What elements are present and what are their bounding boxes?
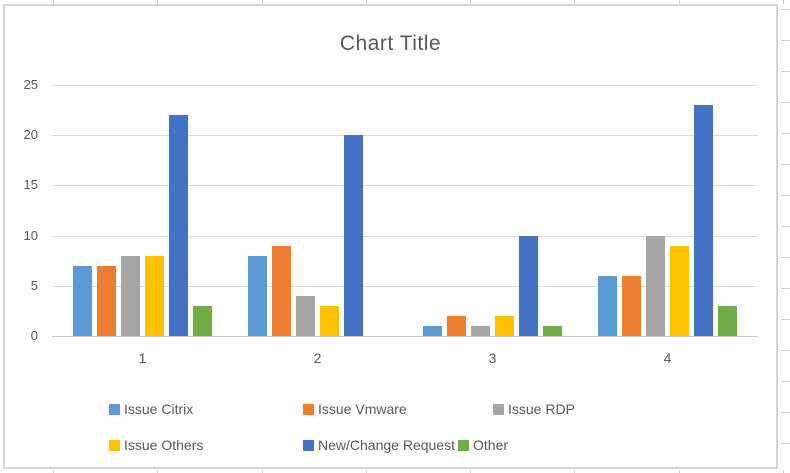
gridline-5 xyxy=(52,285,757,287)
y-tick-label-25: 25 xyxy=(23,77,38,92)
legend-label: Issue Others xyxy=(124,437,204,453)
bar-issue-vmware-cat3[interactable] xyxy=(447,315,466,336)
bar-issue-rdp-cat3[interactable] xyxy=(471,325,490,336)
sheet-cell-border xyxy=(470,0,471,4)
gridline-10 xyxy=(52,235,757,237)
sheet-cell-border xyxy=(366,0,367,4)
y-tick-label-10: 10 xyxy=(23,227,38,243)
sheet-cell-border xyxy=(781,226,790,227)
legend-swatch-issue-others xyxy=(109,439,120,451)
sheet-cell-border xyxy=(781,164,790,165)
bar-issue-vmware-cat2[interactable] xyxy=(272,245,291,336)
legend-item-issue-vmware[interactable]: Issue Vmware xyxy=(303,402,407,416)
bar-other-cat1[interactable] xyxy=(193,305,212,336)
sheet-cell-border xyxy=(157,470,158,473)
bar-issue-vmware-cat4[interactable] xyxy=(622,275,641,336)
bar-issue-others-cat1[interactable] xyxy=(145,255,164,336)
bar-new-change-request-cat2[interactable] xyxy=(344,135,363,336)
sheet-cell-border xyxy=(53,0,54,4)
legend-swatch-new-change-request xyxy=(303,439,314,451)
sheet-cell-border xyxy=(781,412,790,413)
sheet-cell-border xyxy=(53,470,54,473)
sheet-cell-border xyxy=(366,470,367,473)
sheet-cell-border xyxy=(781,71,790,72)
sheet-cell-border xyxy=(781,257,790,258)
sheet-cell-border xyxy=(781,195,790,196)
bar-new-change-request-cat4[interactable] xyxy=(694,105,713,336)
sheet-cell-border xyxy=(781,40,790,41)
sheet-cell-border xyxy=(781,9,790,10)
bar-other-cat3[interactable] xyxy=(543,325,562,336)
bar-issue-others-cat3[interactable] xyxy=(495,315,514,336)
bar-issue-others-cat2[interactable] xyxy=(320,305,339,336)
sheet-cell-border xyxy=(781,443,790,444)
x-tick-label-3: 3 xyxy=(488,350,497,366)
legend-swatch-issue-rdp xyxy=(493,403,504,415)
bar-new-change-request-cat3[interactable] xyxy=(519,235,538,336)
legend-label: Issue RDP xyxy=(508,401,575,417)
sheet-cell-border xyxy=(781,288,790,289)
sheet-cell-border xyxy=(783,0,784,4)
bar-issue-rdp-cat4[interactable] xyxy=(646,235,665,336)
legend-item-issue-rdp[interactable]: Issue RDP xyxy=(493,402,575,416)
plot-area xyxy=(5,6,776,467)
sheet-cell-border xyxy=(574,470,575,473)
gridline-15 xyxy=(52,185,757,187)
bar-issue-vmware-cat1[interactable] xyxy=(97,265,116,336)
sheet-cell-border xyxy=(781,133,790,134)
legend-item-other[interactable]: Other xyxy=(458,438,508,452)
gridline-25 xyxy=(52,85,757,86)
x-tick-label-2: 2 xyxy=(313,350,322,366)
bar-issue-citrix-cat4[interactable] xyxy=(598,275,617,336)
sheet-cell-border xyxy=(157,0,158,4)
sheet-cell-border xyxy=(262,0,263,4)
bar-new-change-request-cat1[interactable] xyxy=(169,115,188,336)
sheet-cell-border xyxy=(470,470,471,473)
bar-other-cat4[interactable] xyxy=(718,305,737,336)
legend-swatch-other xyxy=(458,439,469,451)
sheet-cell-border xyxy=(574,0,575,4)
x-tick-label-1: 1 xyxy=(138,350,147,366)
y-tick-label-0: 0 xyxy=(30,328,38,343)
sheet-cell-border xyxy=(781,102,790,103)
legend-label: Other xyxy=(473,437,509,453)
bar-issue-rdp-cat1[interactable] xyxy=(121,255,140,336)
sheet-cell-border xyxy=(781,319,790,320)
sheet-cell-border xyxy=(679,470,680,473)
legend-label: New/Change Request xyxy=(318,437,455,453)
bar-issue-citrix-cat2[interactable] xyxy=(248,255,267,336)
bar-issue-others-cat4[interactable] xyxy=(670,245,689,336)
x-tick-label-4: 4 xyxy=(663,350,672,366)
bar-issue-citrix-cat3[interactable] xyxy=(423,325,442,336)
legend-swatch-issue-vmware xyxy=(303,403,314,415)
legend-item-issue-others[interactable]: Issue Others xyxy=(109,438,203,452)
sheet-cell-border xyxy=(781,381,790,382)
x-axis-line xyxy=(52,336,757,337)
legend-item-new-change-request[interactable]: New/Change Request xyxy=(303,438,455,452)
legend-label: Issue Citrix xyxy=(124,401,194,417)
sheet-cell-border xyxy=(781,350,790,351)
sheet-cell-border xyxy=(262,470,263,473)
sheet-cell-border xyxy=(783,470,784,473)
gridline-20 xyxy=(52,135,757,137)
legend-item-issue-citrix[interactable]: Issue Citrix xyxy=(109,402,193,416)
bar-issue-citrix-cat1[interactable] xyxy=(73,265,92,336)
y-tick-label-5: 5 xyxy=(30,277,38,293)
chart-title[interactable]: Chart Title xyxy=(339,32,442,55)
legend-swatch-issue-citrix xyxy=(109,403,120,415)
y-tick-label-20: 20 xyxy=(23,127,38,143)
legend-label: Issue Vmware xyxy=(318,401,407,417)
bar-issue-rdp-cat2[interactable] xyxy=(296,295,315,336)
chart-object[interactable]: Chart Title 0 5 10 15 20 25 1 2 3 4 Issue Citrix… xyxy=(3,4,778,469)
y-tick-label-15: 15 xyxy=(23,177,38,193)
sheet-cell-border xyxy=(679,0,680,4)
